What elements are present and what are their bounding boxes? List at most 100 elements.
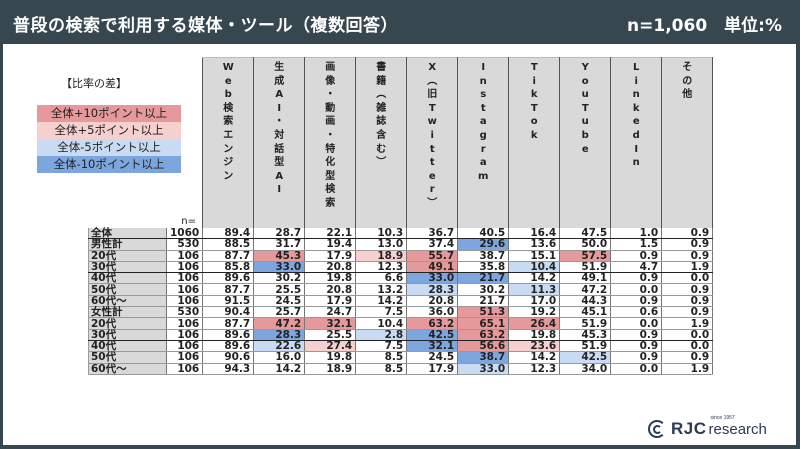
column-header-char: r <box>429 184 435 196</box>
column-header-char: k <box>530 129 538 141</box>
row-label: 40代 <box>88 272 167 285</box>
column-header-char: u <box>581 89 589 101</box>
column-header-char: 雑 <box>376 102 387 114</box>
column-header-char: ン <box>223 143 234 155</box>
legend-item-m10: 全体-10ポイント以上 <box>37 156 181 173</box>
value-cell: 17.0 <box>508 295 561 308</box>
value-cell: 0.9 <box>610 329 663 341</box>
value-cell: 14.2 <box>253 363 306 375</box>
value-cell: 10.3 <box>355 228 408 240</box>
table-row: 全体 1060 89.4 28.7 22.1 10.3 36.7 40.5 16.4 47.5 1.… <box>88 228 714 240</box>
column-header-char: 検 <box>325 184 336 196</box>
sample-size-cell: 106 <box>165 283 204 296</box>
value-cell: 0.9 <box>661 306 714 319</box>
value-cell: 0.0 <box>610 363 663 375</box>
value-cell: 44.3 <box>559 295 612 308</box>
value-cell: 90.6 <box>202 351 255 364</box>
table-row: 男性計 530 88.5 31.7 19.4 13.0 37.4 29.6 13.6 50.0 1.… <box>88 238 714 251</box>
column-header-char: 化 <box>325 157 336 169</box>
column-header-char: T <box>428 102 436 114</box>
column-header-char: t <box>480 102 486 114</box>
column-header-char: d <box>632 129 640 141</box>
value-cell: 65.1 <box>457 317 510 330</box>
value-cell: 89.6 <box>202 272 255 285</box>
logo-research-text: research <box>708 420 767 438</box>
value-cell: 30.2 <box>253 272 306 285</box>
table-row: 20代 106 87.7 47.2 32.1 10.4 63.2 65.1 26.4 51.9 0.… <box>88 317 714 330</box>
value-cell: 33.0 <box>253 261 306 274</box>
column-header-char: n <box>479 75 487 87</box>
value-cell: 0.9 <box>661 238 714 251</box>
value-cell: 1.5 <box>610 238 663 251</box>
column-header-char: u <box>581 116 589 128</box>
value-cell: 12.3 <box>508 363 561 375</box>
value-cell: 1.9 <box>661 261 714 274</box>
column-header-char: T <box>530 62 538 73</box>
value-cell: 37.4 <box>406 238 459 251</box>
value-cell: 88.5 <box>202 238 255 251</box>
value-cell: 32.1 <box>304 317 357 330</box>
value-cell: 90.4 <box>202 306 255 319</box>
value-cell: 87.7 <box>202 250 255 262</box>
column-header-char: i <box>430 129 434 141</box>
column-header-char: 誌 <box>376 116 387 128</box>
value-cell: 49.1 <box>559 272 612 285</box>
value-cell: 23.6 <box>508 340 561 353</box>
value-cell: 24.5 <box>253 295 306 308</box>
column-header-char: 話 <box>274 143 285 155</box>
column-header-char: i <box>532 75 536 87</box>
value-cell: 20.8 <box>304 283 357 296</box>
column-header-char: r <box>480 143 486 155</box>
row-label: 50代 <box>88 351 167 364</box>
row-label: 50代 <box>88 283 167 296</box>
value-cell: 14.2 <box>508 351 561 364</box>
column-header-char: の <box>682 75 693 87</box>
row-label: 30代 <box>88 261 167 274</box>
column-header-char: 特 <box>325 143 336 155</box>
column-header-char: I <box>634 143 639 155</box>
column-header-char: ︶ <box>427 197 438 209</box>
sample-size-cell: 106 <box>165 261 204 274</box>
row-label: 60代～ <box>88 295 167 308</box>
row-label: 20代 <box>88 317 167 330</box>
sample-size-unit: n=1,060 単位:% <box>627 16 782 36</box>
value-cell: 47.2 <box>559 283 612 296</box>
value-cell: 17.9 <box>406 363 459 375</box>
column-header-char: e <box>224 75 232 87</box>
column-header-char: A <box>275 170 284 182</box>
value-cell: 19.8 <box>508 329 561 341</box>
sample-size-cell: 106 <box>165 351 204 364</box>
value-cell: 26.4 <box>508 317 561 330</box>
value-cell: 13.2 <box>355 283 408 296</box>
header-bar: 普段の検索で利用する媒体・ツール（複数回答） n=1,060 単位:% <box>0 0 800 44</box>
column-header-char: 生 <box>274 62 285 73</box>
value-cell: 0.0 <box>610 317 663 330</box>
column-header-char: e <box>428 170 436 182</box>
value-cell: 8.5 <box>355 363 408 375</box>
value-cell: 63.2 <box>406 317 459 330</box>
legend-item-p10: 全体+10ポイント以上 <box>37 105 181 122</box>
table-row: 女性計 530 90.4 25.7 24.7 7.5 36.0 51.3 19.2 45.1 0.6… <box>88 306 714 319</box>
table-row: 50代 106 87.7 25.5 20.8 13.2 28.3 30.2 11.3 47.2 0.… <box>88 283 714 296</box>
value-cell: 31.7 <box>253 238 306 251</box>
value-cell: 0.0 <box>661 340 714 353</box>
column-header: 書籍 ︵ 雑誌含む ︶ <box>355 57 408 228</box>
column-header-char: 籍 <box>376 75 387 87</box>
value-cell: 51.3 <box>457 306 510 319</box>
value-cell: 40.5 <box>457 228 510 240</box>
rjc-research-logo: RJC since 1957 research <box>648 414 767 440</box>
value-cell: 0.0 <box>661 329 714 341</box>
value-cell: 19.8 <box>304 351 357 364</box>
value-cell: 47.5 <box>559 228 612 240</box>
column-header-char: T <box>530 102 538 114</box>
legend-item-p5: 全体+5ポイント以上 <box>37 122 181 139</box>
value-cell: 33.0 <box>457 363 510 375</box>
value-cell: 22.6 <box>253 340 306 353</box>
value-cell: 14.2 <box>355 295 408 308</box>
logo-since: since 1957 <box>710 414 735 421</box>
sample-size-cell: 106 <box>165 329 204 341</box>
value-cell: 55.7 <box>406 250 459 262</box>
